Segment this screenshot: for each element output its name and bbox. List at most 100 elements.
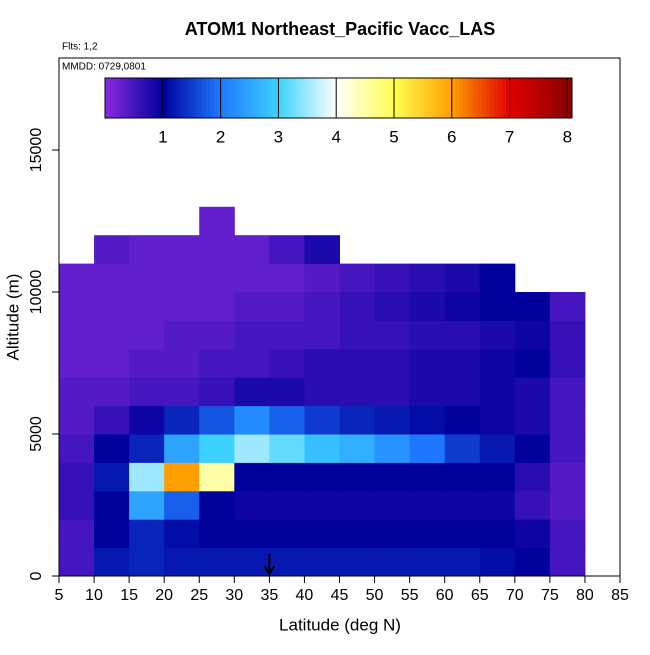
heat-cell <box>479 263 516 293</box>
heat-cell <box>549 405 586 435</box>
x-tick-label: 80 <box>576 587 594 604</box>
colorbar-segment <box>315 78 320 118</box>
heat-cell <box>59 462 95 492</box>
colorbar-segment <box>260 78 266 118</box>
heat-cell <box>199 490 235 520</box>
heat-cell <box>94 547 130 577</box>
heat-cell <box>339 490 376 520</box>
colorbar-segment <box>396 78 402 118</box>
heat-cell <box>444 348 481 378</box>
colorbar-segment <box>490 78 495 118</box>
colorbar-segment <box>167 78 172 118</box>
colorbar-tick-label: 7 <box>505 127 514 146</box>
annotation: MMDD: 0729,0801 <box>62 62 146 73</box>
colorbar-segment <box>412 78 417 118</box>
colorbar-segment <box>459 78 464 118</box>
heat-cell <box>234 263 270 293</box>
heat-cell <box>129 405 165 435</box>
heat-cell <box>549 377 586 407</box>
colorbar-segment <box>509 78 515 118</box>
heat-cell <box>304 519 340 549</box>
colorbar-segment <box>159 78 164 118</box>
colorbar-segment <box>322 78 328 118</box>
colorbar-segment <box>400 78 406 118</box>
heat-cell <box>549 547 586 577</box>
colorbar-segment <box>248 78 254 118</box>
heat-cell <box>234 490 270 520</box>
heat-cell <box>514 292 551 321</box>
heat-cell <box>444 462 481 492</box>
colorbar-segment <box>108 78 114 118</box>
colorbar-segment <box>463 78 468 118</box>
colorbar-segment <box>116 78 122 118</box>
heat-cell <box>444 434 481 463</box>
heat-cell <box>164 490 200 520</box>
heat-cell <box>479 547 516 577</box>
heat-cell <box>304 462 340 492</box>
heat-cell <box>269 462 305 492</box>
heat-cell <box>444 320 481 350</box>
heat-cell <box>549 320 586 350</box>
colorbar-segment <box>540 78 546 118</box>
colorbar-segment <box>478 78 483 118</box>
heat-cell <box>94 490 130 520</box>
heat-cell <box>374 348 411 378</box>
heat-cell <box>514 348 551 378</box>
heat-cell <box>94 377 130 407</box>
colorbar-segment <box>124 78 129 118</box>
colorbar-segment <box>533 78 538 118</box>
x-tick-label: 70 <box>506 587 524 604</box>
heat-cell <box>129 462 165 492</box>
colorbar-segment <box>377 78 382 118</box>
heat-cell <box>199 462 235 492</box>
colorbar-segment <box>451 78 456 118</box>
heat-cell <box>129 320 165 350</box>
colorbar-segment <box>521 78 526 118</box>
heat-cell <box>409 547 446 577</box>
heat-cell <box>479 490 516 520</box>
heat-cell <box>94 348 130 378</box>
heat-cell <box>409 263 446 293</box>
heat-cell <box>94 235 130 265</box>
heat-cell <box>269 292 305 321</box>
colorbar-segment <box>350 78 355 118</box>
colorbar-segment <box>404 78 410 118</box>
heat-cell <box>479 377 516 407</box>
colorbar-segment <box>147 78 153 118</box>
x-tick-label: 60 <box>436 587 454 604</box>
heat-cell <box>339 292 376 321</box>
colorbar-segment <box>365 78 371 118</box>
colorbar-segment <box>470 78 476 118</box>
heat-cell <box>444 490 481 520</box>
colorbar-segment <box>202 78 207 118</box>
annotation: Flts: 1,2 <box>62 42 98 53</box>
colorbar-segment <box>105 78 110 118</box>
colorbar-segment <box>428 78 433 118</box>
heat-cell <box>549 519 586 549</box>
colorbar-segment <box>198 78 203 118</box>
colorbar-segment <box>241 78 246 118</box>
heat-cell <box>199 348 235 378</box>
heat-cell <box>304 405 340 435</box>
x-tick-label: 50 <box>366 587 384 604</box>
heat-cell <box>444 292 481 321</box>
heat-cell <box>164 235 200 265</box>
heat-cell <box>479 434 516 463</box>
heat-cell <box>59 490 95 520</box>
heat-cell <box>129 519 165 549</box>
colorbar-segment <box>505 78 511 118</box>
colorbar-segment <box>357 78 363 118</box>
heat-cell <box>444 377 481 407</box>
colorbar-segment <box>513 78 519 118</box>
colorbar-segment <box>326 78 332 118</box>
heat-cell <box>374 292 411 321</box>
heat-cell <box>94 462 130 492</box>
heat-cell <box>304 292 340 321</box>
heat-cell <box>374 519 411 549</box>
heat-cell <box>409 320 446 350</box>
x-tick-label: 75 <box>541 587 559 604</box>
colorbar-segment <box>474 78 480 118</box>
heat-cell <box>199 434 235 463</box>
colorbar-segment <box>466 78 472 118</box>
colorbar-segment <box>544 78 550 118</box>
